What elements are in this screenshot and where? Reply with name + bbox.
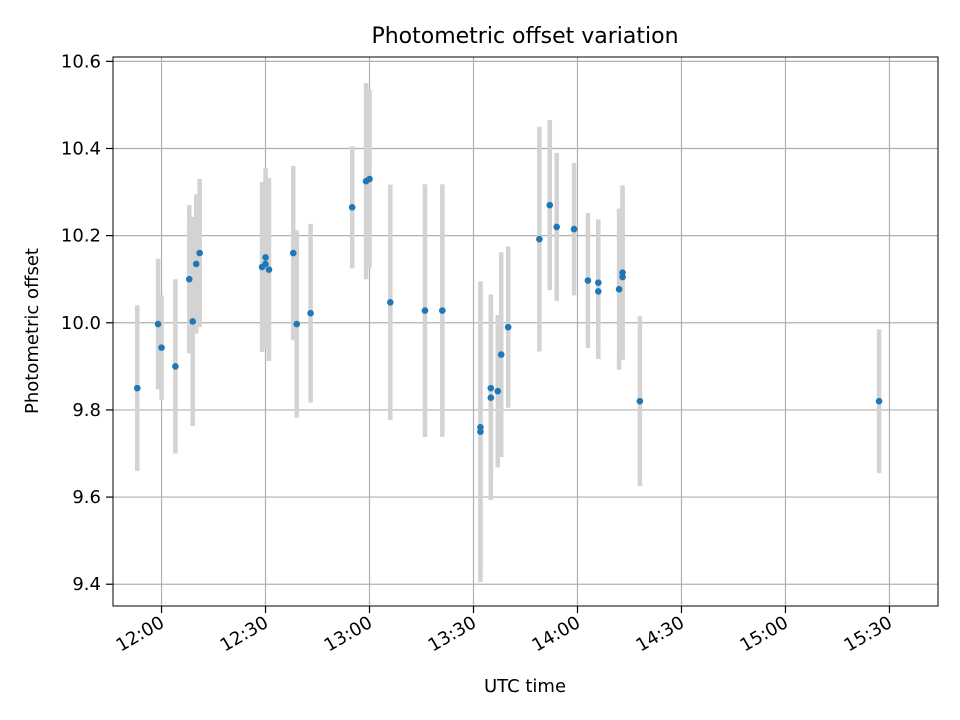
- data-point: [366, 175, 373, 183]
- data-point: [289, 249, 297, 257]
- data-point: [546, 201, 554, 209]
- data-point: [594, 279, 602, 287]
- x-tick-label: 15:30: [841, 612, 896, 656]
- data-point: [172, 363, 179, 370]
- data-point: [265, 266, 273, 273]
- x-tick-label: 12:00: [113, 612, 168, 656]
- data-point: [133, 384, 141, 392]
- x-tick-label: 14:00: [529, 612, 584, 656]
- data-point: [570, 225, 578, 233]
- data-point: [477, 424, 484, 431]
- data-point: [293, 320, 301, 328]
- data-point: [154, 320, 162, 328]
- y-axis-label: Photometric offset: [22, 248, 43, 414]
- data-point: [487, 384, 495, 392]
- y-tick-label: 10.2: [61, 226, 101, 247]
- data-point: [636, 397, 644, 405]
- y-tick-label: 9.8: [72, 400, 101, 421]
- data-point: [262, 260, 269, 268]
- data-point: [307, 309, 314, 317]
- data-point: [421, 307, 429, 314]
- data-point: [185, 275, 193, 283]
- data-point: [553, 223, 560, 231]
- data-point: [487, 394, 495, 402]
- data-point: [594, 288, 602, 295]
- x-tick-label: 12:30: [217, 612, 272, 656]
- chart-title: Photometric offset variation: [371, 24, 678, 49]
- data-point: [387, 299, 394, 306]
- data-point: [536, 235, 543, 243]
- y-tick-label: 9.4: [72, 574, 101, 595]
- y-tick-label: 9.6: [72, 487, 101, 508]
- data-point: [439, 307, 446, 314]
- x-axis: 12:00 12:30 13:00 13:30 14:00 14:30 15:00 15:30: [113, 606, 896, 656]
- y-tick-label: 10.4: [61, 139, 101, 160]
- data-point: [348, 204, 356, 211]
- data-point: [494, 387, 502, 395]
- x-axis-label: UTC time: [484, 676, 566, 697]
- data-point: [584, 277, 592, 284]
- data-points: [133, 175, 883, 436]
- data-point: [619, 273, 626, 281]
- y-tick-label: 10.6: [61, 51, 101, 72]
- data-point: [497, 351, 505, 358]
- data-point: [196, 249, 203, 257]
- grid: [113, 57, 938, 606]
- plot-area-frame: [112, 56, 939, 607]
- y-tick-label: 10.0: [61, 313, 101, 334]
- data-point: [192, 260, 200, 268]
- data-point: [615, 285, 623, 293]
- data-point: [189, 318, 197, 325]
- y-axis: 9.4 9.6 9.8 10.0 10.2 10.4 10.6: [61, 51, 113, 595]
- data-point: [875, 397, 883, 405]
- data-point: [158, 344, 165, 351]
- x-tick-label: 13:30: [425, 612, 480, 656]
- data-point: [262, 254, 269, 261]
- error-bars: [135, 83, 882, 583]
- x-tick-label: 13:00: [321, 612, 376, 656]
- x-tick-label: 15:00: [737, 612, 792, 656]
- data-point: [504, 323, 512, 331]
- x-tick-label: 14:30: [633, 612, 688, 656]
